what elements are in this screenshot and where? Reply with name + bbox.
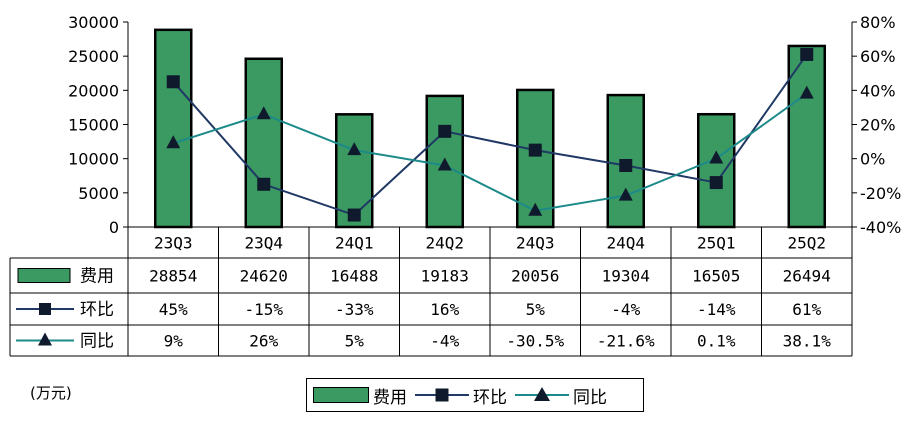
left-tick-label: 5000	[78, 184, 119, 203]
point-yoy	[256, 106, 271, 120]
table-cell-value: -30.5%	[506, 332, 564, 351]
table-cell-value: 16%	[430, 300, 459, 319]
table-cell-value: 26494	[783, 267, 831, 286]
table-row-name: 环比	[80, 300, 114, 320]
legend-label-fee: 费用	[373, 387, 407, 408]
point-qoq	[257, 177, 271, 191]
point-yoy	[347, 142, 362, 156]
legend-label-qoq: 环比	[473, 387, 507, 408]
category-label: 23Q4	[244, 234, 283, 253]
point-qoq	[800, 47, 814, 61]
table-cell-value: 26%	[249, 332, 278, 351]
bar-fee	[787, 44, 826, 229]
category-label: 24Q2	[425, 234, 464, 253]
unit-label: (万元)	[30, 384, 72, 402]
left-tick-label: 25000	[68, 47, 119, 66]
point-yoy	[709, 150, 724, 164]
left-tick-label: 0	[109, 218, 119, 237]
table-row-name: 费用	[80, 267, 114, 287]
category-label: 25Q2	[787, 234, 826, 253]
table-cell-value: -4%	[430, 332, 459, 351]
table-cell-value: 28854	[149, 267, 197, 286]
legend-item-fee: 费用	[313, 383, 409, 408]
right-tick-label: 80%	[860, 13, 896, 32]
series-line-qoq	[172, 53, 808, 217]
left-tick-label: 30000	[68, 13, 119, 32]
table-cell-value: 16488	[330, 267, 378, 286]
table-cell-value: 38.1%	[783, 332, 832, 351]
table-cell-value: 19183	[421, 267, 469, 286]
right-tick-label: 40%	[860, 81, 896, 100]
point-yoy	[618, 187, 633, 201]
point-qoq	[347, 208, 361, 222]
point-yoy	[528, 202, 543, 216]
chart-legend: 费用 环比 同比	[306, 378, 644, 412]
table-cell-value: 45%	[159, 300, 188, 319]
table-cell-value: -33%	[335, 300, 374, 319]
table-cell-value: 19304	[602, 267, 650, 286]
category-label: 24Q1	[335, 234, 374, 253]
bar-fee	[697, 112, 736, 229]
table-cell-value: 0.1%	[697, 332, 736, 351]
legend-label-yoy: 同比	[573, 387, 607, 408]
table-cell-value: -15%	[244, 300, 283, 319]
bar-fee	[244, 57, 283, 229]
left-tick-label: 10000	[68, 150, 119, 169]
left-tick-label: 15000	[68, 116, 119, 135]
point-yoy	[799, 85, 814, 99]
table-cell-value: 5%	[526, 300, 546, 319]
point-qoq	[528, 143, 542, 157]
table-cell-value: 61%	[792, 300, 821, 319]
table-cell-value: 20056	[511, 267, 559, 286]
category-label: 23Q3	[154, 234, 193, 253]
legend-item-qoq: 环比	[415, 383, 509, 408]
category-label: 24Q4	[606, 234, 645, 253]
legend-square-swatch	[415, 388, 469, 402]
table-cell-value: 5%	[345, 332, 365, 351]
bar-fee	[154, 28, 193, 229]
point-qoq	[438, 124, 452, 138]
table-cell-value: 24620	[240, 267, 288, 286]
series-line-yoy	[172, 92, 808, 212]
right-tick-label: 20%	[860, 116, 896, 135]
point-qoq	[709, 176, 723, 190]
right-tick-label: -20%	[860, 184, 901, 203]
table-key-yoy-marker	[38, 332, 52, 346]
table-row-name: 同比	[80, 332, 114, 352]
right-tick-label: 0%	[860, 150, 885, 169]
table-cell-value: -14%	[697, 300, 736, 319]
right-tick-label: -40%	[860, 218, 901, 237]
table-cell-value: 9%	[164, 332, 184, 351]
category-label: 24Q3	[516, 234, 555, 253]
table-cell-value: 16505	[692, 267, 740, 286]
right-tick-label: 60%	[860, 47, 896, 66]
point-yoy	[166, 135, 181, 149]
point-yoy	[437, 157, 452, 171]
table-key-fee	[17, 268, 71, 283]
point-qoq	[166, 75, 180, 89]
table-key-qoq-marker	[39, 303, 51, 315]
legend-item-yoy: 同比	[515, 383, 609, 408]
legend-bar-swatch	[313, 387, 369, 403]
category-label: 25Q1	[697, 234, 736, 253]
legend-triangle-swatch	[515, 387, 569, 401]
point-qoq	[619, 159, 633, 172]
left-tick-label: 20000	[68, 81, 119, 100]
table-cell-value: -21.6%	[597, 332, 655, 351]
table-cell-value: -4%	[611, 300, 640, 319]
